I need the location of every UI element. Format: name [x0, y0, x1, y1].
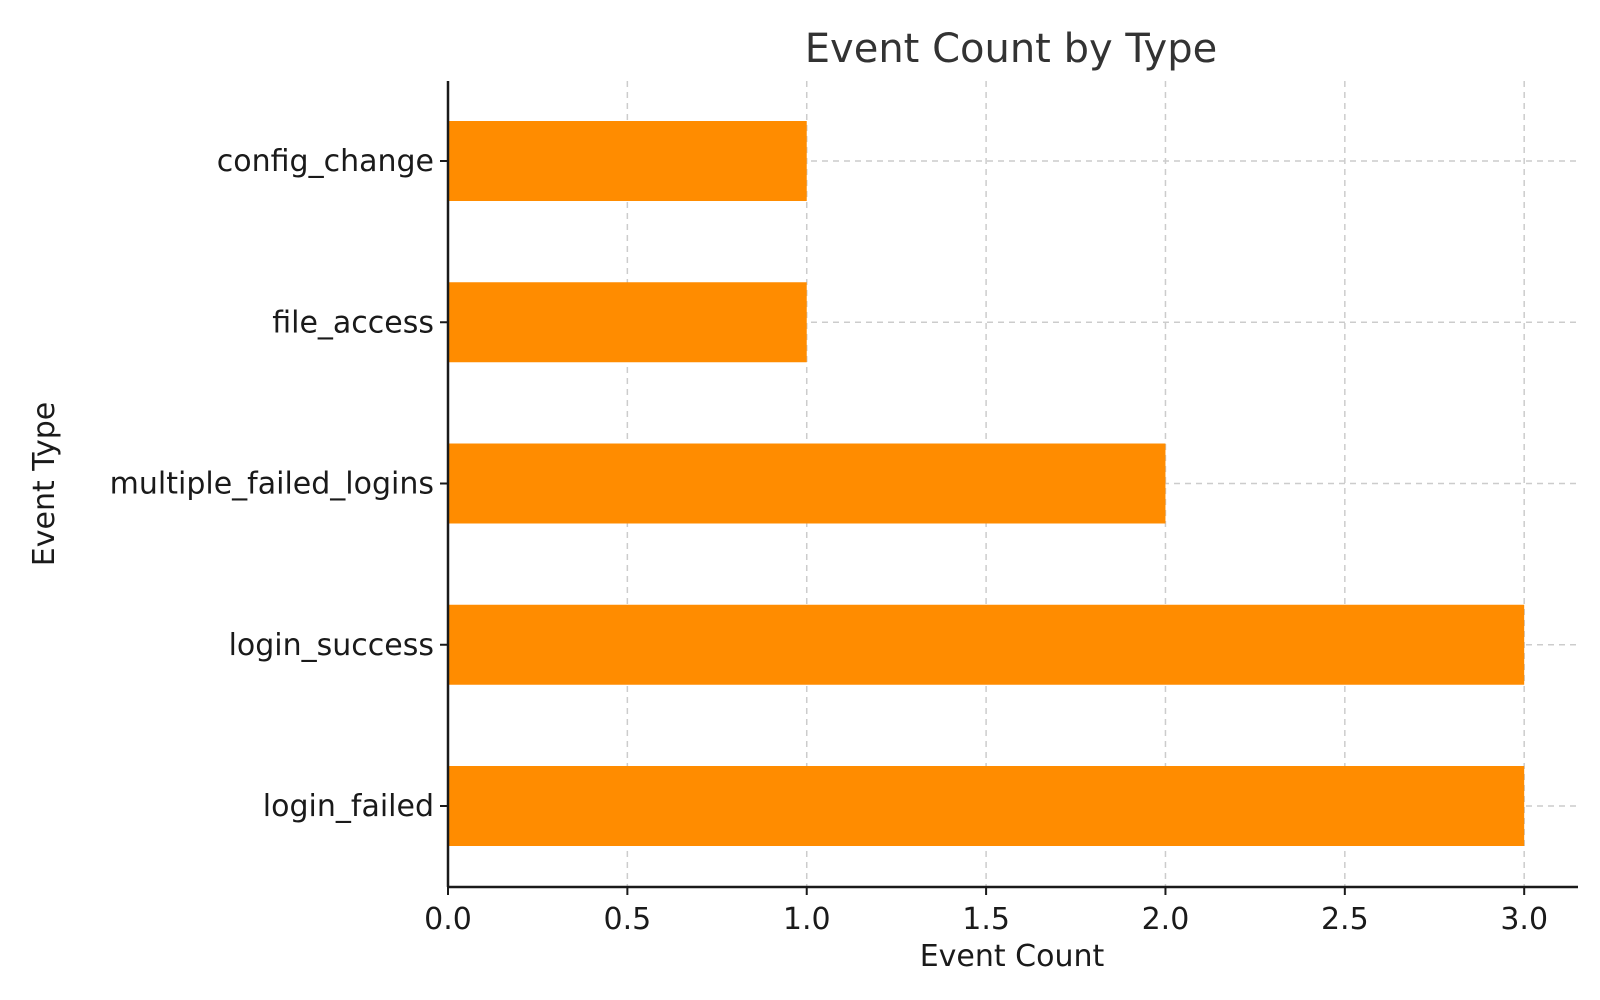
bars — [448, 121, 1525, 846]
y-tick-label: file_access — [272, 305, 434, 340]
x-tick-label: 2.5 — [1321, 902, 1369, 937]
y-tick-label: multiple_failed_logins — [110, 467, 434, 502]
y-axis-label: Event Type — [27, 402, 62, 566]
y-tick-label: login_failed — [263, 789, 434, 824]
x-tick-label: 1.5 — [962, 902, 1010, 937]
bar-multiple-failed-logins — [448, 443, 1166, 524]
bar-file-access — [448, 282, 807, 363]
y-tick-label: login_success — [229, 628, 434, 663]
bar-login-success — [448, 604, 1525, 685]
y-axis-ticks: login_failed login_success multiple_failed… — [110, 144, 448, 824]
bar-config-change — [448, 121, 807, 201]
x-axis-ticks: 0.0 0.5 1.0 1.5 2.0 2.5 3.0 — [424, 887, 1548, 937]
x-tick-label: 2.0 — [1142, 902, 1190, 937]
y-tick-label: config_change — [217, 144, 434, 179]
x-axis-label: Event Count — [920, 939, 1105, 974]
x-tick-label: 1.0 — [783, 902, 831, 937]
bar-login-failed — [448, 766, 1525, 846]
chart-title: Event Count by Type — [805, 26, 1217, 72]
x-tick-label: 0.0 — [424, 902, 472, 937]
x-tick-label: 3.0 — [1500, 902, 1548, 937]
x-tick-label: 0.5 — [604, 902, 652, 937]
